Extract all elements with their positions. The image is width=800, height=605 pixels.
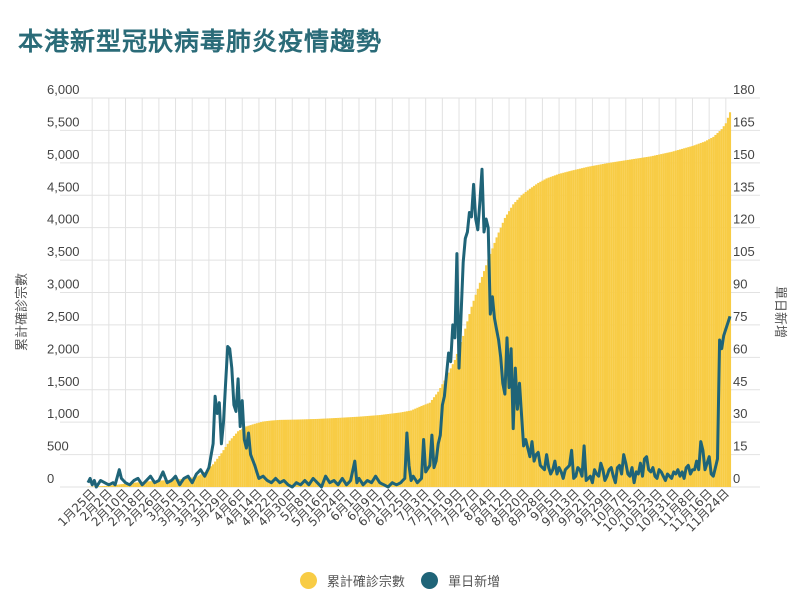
svg-text:5,500: 5,500 bbox=[47, 114, 80, 129]
svg-text:1,500: 1,500 bbox=[47, 374, 80, 389]
svg-text:5,000: 5,000 bbox=[47, 147, 80, 162]
svg-text:3,500: 3,500 bbox=[47, 244, 80, 259]
legend-label-daily: 單日新增 bbox=[448, 575, 501, 590]
svg-text:180: 180 bbox=[733, 82, 755, 97]
y-axis-left-ticks: 0 500 1,000 1,500 2,000 2,500 3,000 3,500 4,000 4… bbox=[47, 82, 80, 486]
svg-text:2,500: 2,500 bbox=[47, 309, 80, 324]
svg-text:500: 500 bbox=[47, 439, 69, 454]
svg-text:120: 120 bbox=[733, 212, 755, 227]
svg-text:45: 45 bbox=[733, 374, 747, 389]
daily-new-line bbox=[86, 167, 732, 489]
legend: 累計確診宗數 單日新增 bbox=[0, 571, 800, 593]
legend-item-daily[interactable]: 單日新增 bbox=[421, 571, 500, 590]
svg-text:1,000: 1,000 bbox=[47, 406, 80, 421]
svg-text:165: 165 bbox=[733, 114, 755, 129]
svg-text:60: 60 bbox=[733, 341, 747, 356]
svg-text:135: 135 bbox=[733, 179, 755, 194]
svg-text:3,000: 3,000 bbox=[47, 277, 80, 292]
svg-text:4,500: 4,500 bbox=[47, 179, 80, 194]
legend-dot-daily-icon bbox=[421, 572, 439, 589]
svg-text:0: 0 bbox=[733, 471, 740, 486]
y-axis-left-label: 累計確診宗數 bbox=[14, 273, 30, 351]
svg-text:15: 15 bbox=[733, 439, 747, 454]
legend-item-cumulative[interactable]: 累計確診宗數 bbox=[299, 571, 405, 590]
svg-text:90: 90 bbox=[733, 277, 747, 292]
svg-text:2,000: 2,000 bbox=[47, 341, 80, 356]
svg-text:150: 150 bbox=[733, 147, 755, 162]
legend-dot-cumulative-icon bbox=[299, 572, 317, 589]
svg-text:4,000: 4,000 bbox=[47, 212, 80, 227]
y-axis-right-ticks: 0 15 30 45 60 75 90 105 120 135 150 165 180 bbox=[733, 82, 755, 486]
legend-label-cumulative: 累計確診宗數 bbox=[326, 575, 405, 590]
svg-text:75: 75 bbox=[733, 309, 747, 324]
x-axis-ticks: 1月25日2月2日2月10日2月18日2月26日3月5日3月13日3月21日3月… bbox=[55, 486, 732, 534]
chart-title: 本港新型冠狀病毒肺炎疫情趨勢 bbox=[18, 27, 383, 56]
svg-text:105: 105 bbox=[733, 244, 755, 259]
y-axis-right-label: 單日新增 bbox=[772, 286, 788, 338]
svg-text:30: 30 bbox=[733, 406, 747, 421]
svg-text:6,000: 6,000 bbox=[47, 82, 80, 97]
svg-text:0: 0 bbox=[47, 471, 54, 486]
